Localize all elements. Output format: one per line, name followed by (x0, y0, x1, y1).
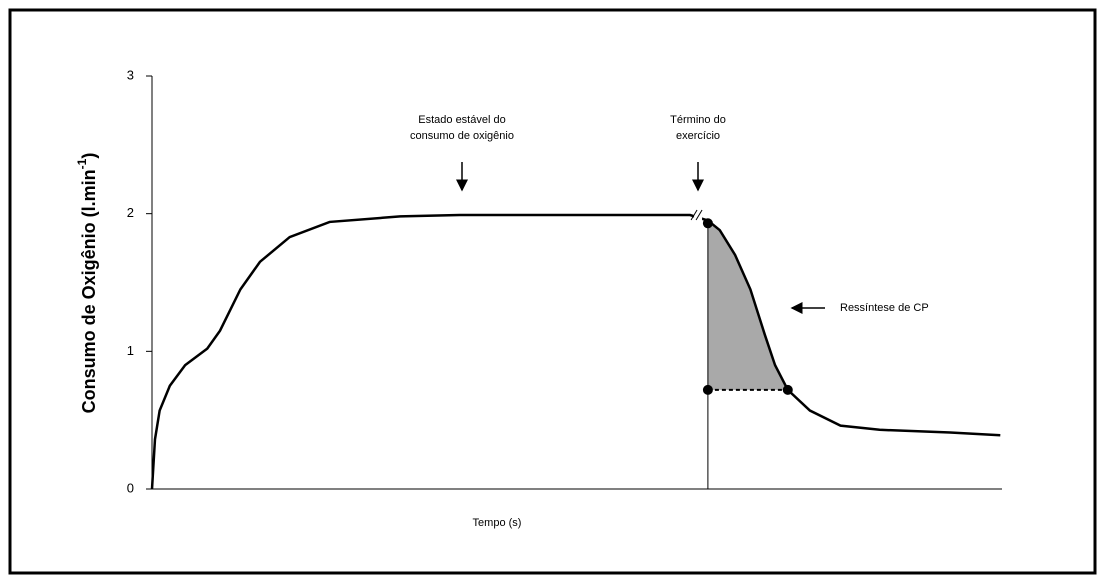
y-label-sup: -1 (75, 158, 89, 169)
y-tick-label: 2 (127, 205, 134, 220)
y-tick-label: 1 (127, 343, 134, 358)
marker (702, 384, 713, 395)
marker (702, 218, 713, 229)
marker (782, 384, 793, 395)
annotation: Estado estável do (418, 114, 505, 126)
break-gap (694, 208, 703, 223)
annotation: exercício (676, 130, 720, 142)
y-label-text: Consumo de Oxigênio (l.min (79, 169, 99, 413)
x-axis-label: Tempo (s) (473, 517, 522, 529)
annotation: consumo de oxigênio (410, 130, 514, 142)
y-tick-label: 3 (127, 67, 134, 82)
annotation: Ressíntese de CP (840, 302, 929, 314)
frame (8, 8, 1097, 575)
break-mark (695, 209, 703, 221)
y-tick-label: 0 (127, 480, 134, 495)
y-label-end: ) (79, 153, 99, 159)
annotation: Término do (670, 114, 726, 126)
y-axis-label: Consumo de Oxigênio (l.min-1) (75, 153, 99, 414)
break-mark (690, 209, 698, 221)
line (150, 213, 1001, 490)
